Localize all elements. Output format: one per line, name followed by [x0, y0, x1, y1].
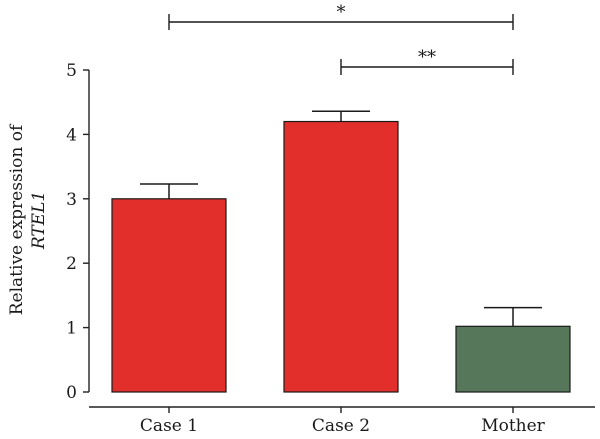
y-axis: 0 1 2 3 4 5	[66, 61, 90, 403]
y-tick-label: 3	[66, 190, 77, 210]
y-tick-label: 2	[66, 254, 77, 274]
bars	[111, 110, 571, 393]
significance-label: *	[337, 2, 346, 23]
x-axis: Case 1 Case 2 Mother	[89, 406, 595, 436]
significance-label: **	[418, 47, 436, 68]
significance-brackets: ***	[168, 2, 514, 75]
x-tick-label: Case 2	[312, 416, 370, 436]
y-tick-label: 4	[66, 125, 77, 145]
y-tick-label: 0	[66, 383, 77, 403]
x-tick-label: Mother	[481, 416, 545, 436]
bar-case-2	[283, 120, 399, 393]
y-tick-label: 5	[66, 61, 77, 81]
y-axis-label-line1: Relative expression of	[7, 123, 27, 315]
x-tick-label: Case 1	[140, 416, 198, 436]
bar-case-1	[111, 198, 227, 393]
bar-mother	[455, 325, 571, 393]
y-tick-label: 1	[66, 319, 77, 339]
y-axis-label-line2: RTEL1	[29, 191, 49, 250]
